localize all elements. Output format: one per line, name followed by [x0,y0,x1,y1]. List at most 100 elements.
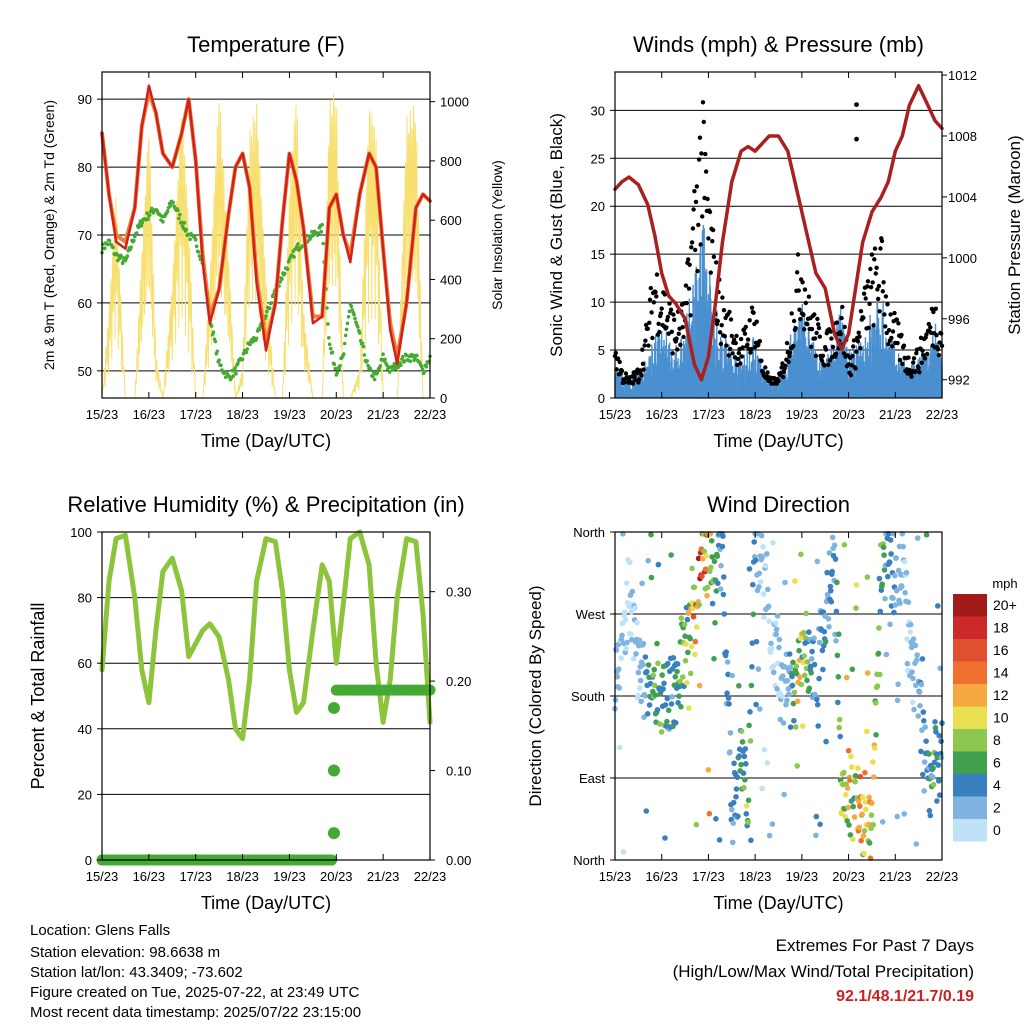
direction-point [904,660,911,667]
colorbar-label: 6 [993,755,1001,771]
dewpoint-point [245,347,250,351]
direction-point [888,551,894,557]
gust-point [795,252,801,257]
y2-axis-label: Station Pressure (Maroon) [1005,135,1024,334]
gust-point [649,310,654,315]
direction-point [670,655,677,661]
direction-point [794,698,801,705]
gust-point [689,240,695,245]
direction-point [696,602,702,608]
direction-point [926,807,933,814]
direction-point [813,832,819,839]
plot-frame [614,71,943,399]
gust-point [798,316,803,322]
direction-point [651,666,657,673]
gust-point [671,312,676,317]
direction-point [637,685,643,691]
gust-point [801,312,806,317]
direction-point [901,811,907,817]
direction-point [863,806,869,813]
gust-point [619,368,625,373]
gust-point [871,323,876,328]
direction-point [708,564,714,571]
x-tick-label: 18/23 [739,407,772,422]
direction-point [660,686,666,692]
direction-point [733,786,740,792]
direction-point [910,675,916,682]
gust-point [797,307,802,312]
direction-point [864,728,870,735]
direction-point [699,573,705,580]
x-tick-label: 21/23 [367,869,400,884]
direction-point [684,616,691,623]
gust-point [867,301,872,307]
direction-point [753,701,759,708]
gust-point [861,291,867,296]
dewpoint-point [356,325,360,329]
y-tick-label: 80 [78,591,92,606]
dewpoint-point [179,220,184,224]
direction-point [664,695,671,702]
y-axis-label: Sonic Wind & Gust (Blue, Black) [547,113,566,357]
gust-point [899,332,904,338]
gust-point [693,247,698,253]
direction-point [773,626,780,633]
direction-point [764,551,770,557]
created-text: Figure created on Tue, 2025-07-22, at 23… [30,984,360,1001]
dewpoint-point [311,233,315,238]
gust-point [691,207,696,212]
direction-point [702,566,709,572]
direction-point [677,678,683,685]
direction-point [892,572,898,579]
direction-point [934,754,941,761]
direction-point [880,544,887,551]
direction-point [655,660,661,667]
x-tick-label: 16/23 [133,407,166,422]
y-axis-label: 2m & 9m T (Red, Orange) & 2m Td (Green) [41,100,57,370]
direction-point [703,553,709,559]
direction-point [679,674,686,680]
gust-point [883,324,888,329]
gust-point [809,326,815,332]
direction-point [893,555,899,561]
colorbar-label: 16 [993,642,1009,658]
gust-point [879,238,885,244]
direction-point [685,610,692,616]
dewpoint-point [327,336,331,340]
pressure-series-line [613,83,944,382]
direction-point [829,534,836,541]
direction-point [739,739,746,745]
direction-point [858,837,864,844]
dewpoint-point [133,234,137,239]
gust-point [728,317,734,322]
direction-point [645,662,652,668]
direction-point [735,813,741,820]
dewpoint-point [125,254,130,258]
gust-point [710,227,716,233]
gust-point [643,322,649,328]
gust-point [863,296,868,301]
dewpoint-point [390,368,395,372]
colorbar-swatch [953,684,987,707]
gust-point [721,308,727,313]
dewpoint-point [415,353,419,358]
direction-point [791,689,798,696]
direction-point [859,794,866,800]
direction-point [869,800,875,806]
colorbar-swatch [953,706,987,729]
dewpoint-point [352,312,356,317]
direction-point [706,810,713,817]
direction-point [756,570,763,577]
dewpoint-point [338,364,342,368]
dewpoint-point [146,217,150,221]
direction-point [695,555,702,562]
direction-point [711,655,717,662]
colorbar-label: 10 [993,710,1009,726]
dewpoint-point [342,352,346,356]
direction-point [794,763,800,769]
dewpoint-point [111,245,115,250]
direction-point [907,621,914,628]
direction-point [798,551,804,558]
x-tick-label: 22/23 [926,869,959,884]
direction-point [657,721,663,727]
